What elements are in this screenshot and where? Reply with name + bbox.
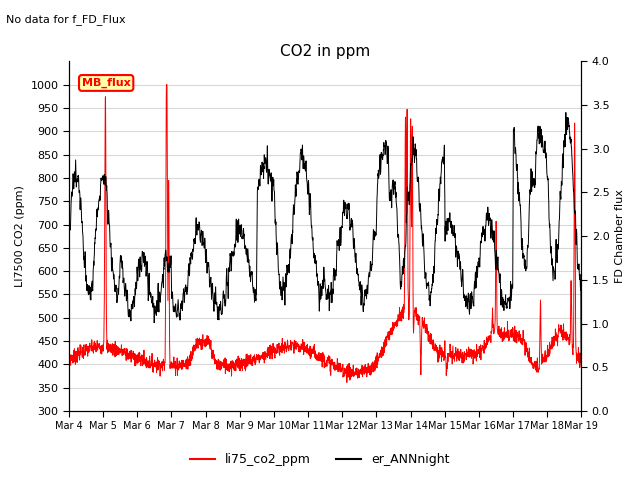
- Title: CO2 in ppm: CO2 in ppm: [280, 44, 371, 59]
- Text: No data for f_FD_Flux: No data for f_FD_Flux: [6, 14, 126, 25]
- Text: MB_flux: MB_flux: [82, 78, 131, 88]
- Y-axis label: LI7500 CO2 (ppm): LI7500 CO2 (ppm): [15, 185, 25, 287]
- Legend: li75_co2_ppm, er_ANNnight: li75_co2_ppm, er_ANNnight: [186, 448, 454, 471]
- Y-axis label: FD Chamber flux: FD Chamber flux: [615, 189, 625, 283]
